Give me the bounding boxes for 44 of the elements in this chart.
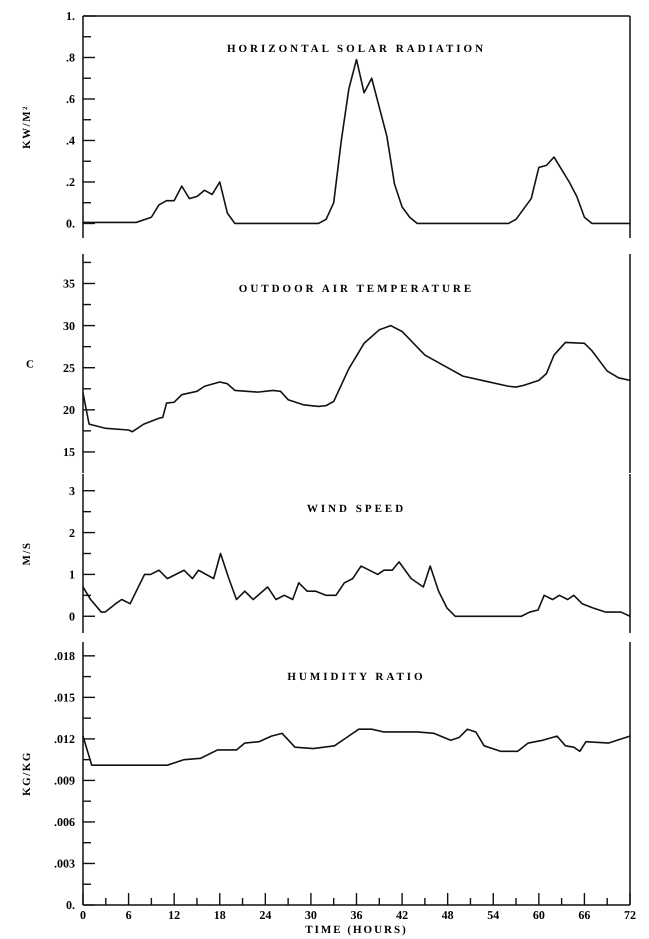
y-tick-label: 0 <box>69 609 75 624</box>
text: HORIZONTAL SOLAR RADIATION <box>226 43 486 55</box>
y-tick-label: 25 <box>63 360 75 375</box>
text: OUTDOOR AIR TEMPERATURE <box>238 283 474 295</box>
y-axis-title: C <box>26 358 34 370</box>
y-tick-label: 20 <box>63 403 75 418</box>
y-axis-title: M/S <box>21 541 33 566</box>
x-tick-label: 24 <box>259 908 272 922</box>
x-tick-label: 12 <box>168 908 180 922</box>
text: HUMIDITY RATIO <box>287 671 426 683</box>
y-axis-title: KW/M² <box>21 105 33 149</box>
y-tick-label: .003 <box>54 856 75 871</box>
y-tick-label: 15 <box>63 445 75 460</box>
x-tick-label: 72 <box>624 908 636 922</box>
y-tick-label: 35 <box>63 276 75 291</box>
y-tick-label: .4 <box>66 134 75 148</box>
y-tick-label: .006 <box>54 815 75 830</box>
y-tick-label: 0. <box>66 216 75 231</box>
x-tick-label: 48 <box>442 908 454 922</box>
y-tick-label: 3 <box>69 484 75 498</box>
y-tick-label: .6 <box>66 92 75 106</box>
x-tick-label: 30 <box>304 908 317 922</box>
y-tick-label: 0. <box>66 898 75 912</box>
x-tick-label: 60 <box>532 908 545 922</box>
x-tick-label: 54 <box>487 908 500 922</box>
y-tick-label: .8 <box>66 50 75 65</box>
text: WIND SPEED <box>306 503 406 515</box>
y-tick-label: 30 <box>63 318 75 333</box>
y-tick-label: .009 <box>54 774 75 788</box>
y-tick-label: .018 <box>54 649 75 664</box>
x-tick-label: 42 <box>396 908 408 922</box>
y-tick-label: .012 <box>54 732 75 746</box>
y-tick-label: .2 <box>66 175 75 190</box>
y-tick-label: 1. <box>66 9 75 24</box>
y-axis-title: KG/KG <box>21 751 33 796</box>
x-axis-title: TIME (HOURS) <box>305 924 408 936</box>
x-tick-label: 6 <box>126 908 132 922</box>
x-tick-label: 18 <box>214 908 226 922</box>
y-tick-label: .015 <box>54 690 75 705</box>
x-tick-label: 0 <box>80 908 86 922</box>
x-tick-label: 36 <box>350 908 362 922</box>
y-tick-label: 1 <box>69 568 75 582</box>
x-tick-label: 66 <box>578 908 590 922</box>
y-tick-label: 2 <box>69 526 75 540</box>
